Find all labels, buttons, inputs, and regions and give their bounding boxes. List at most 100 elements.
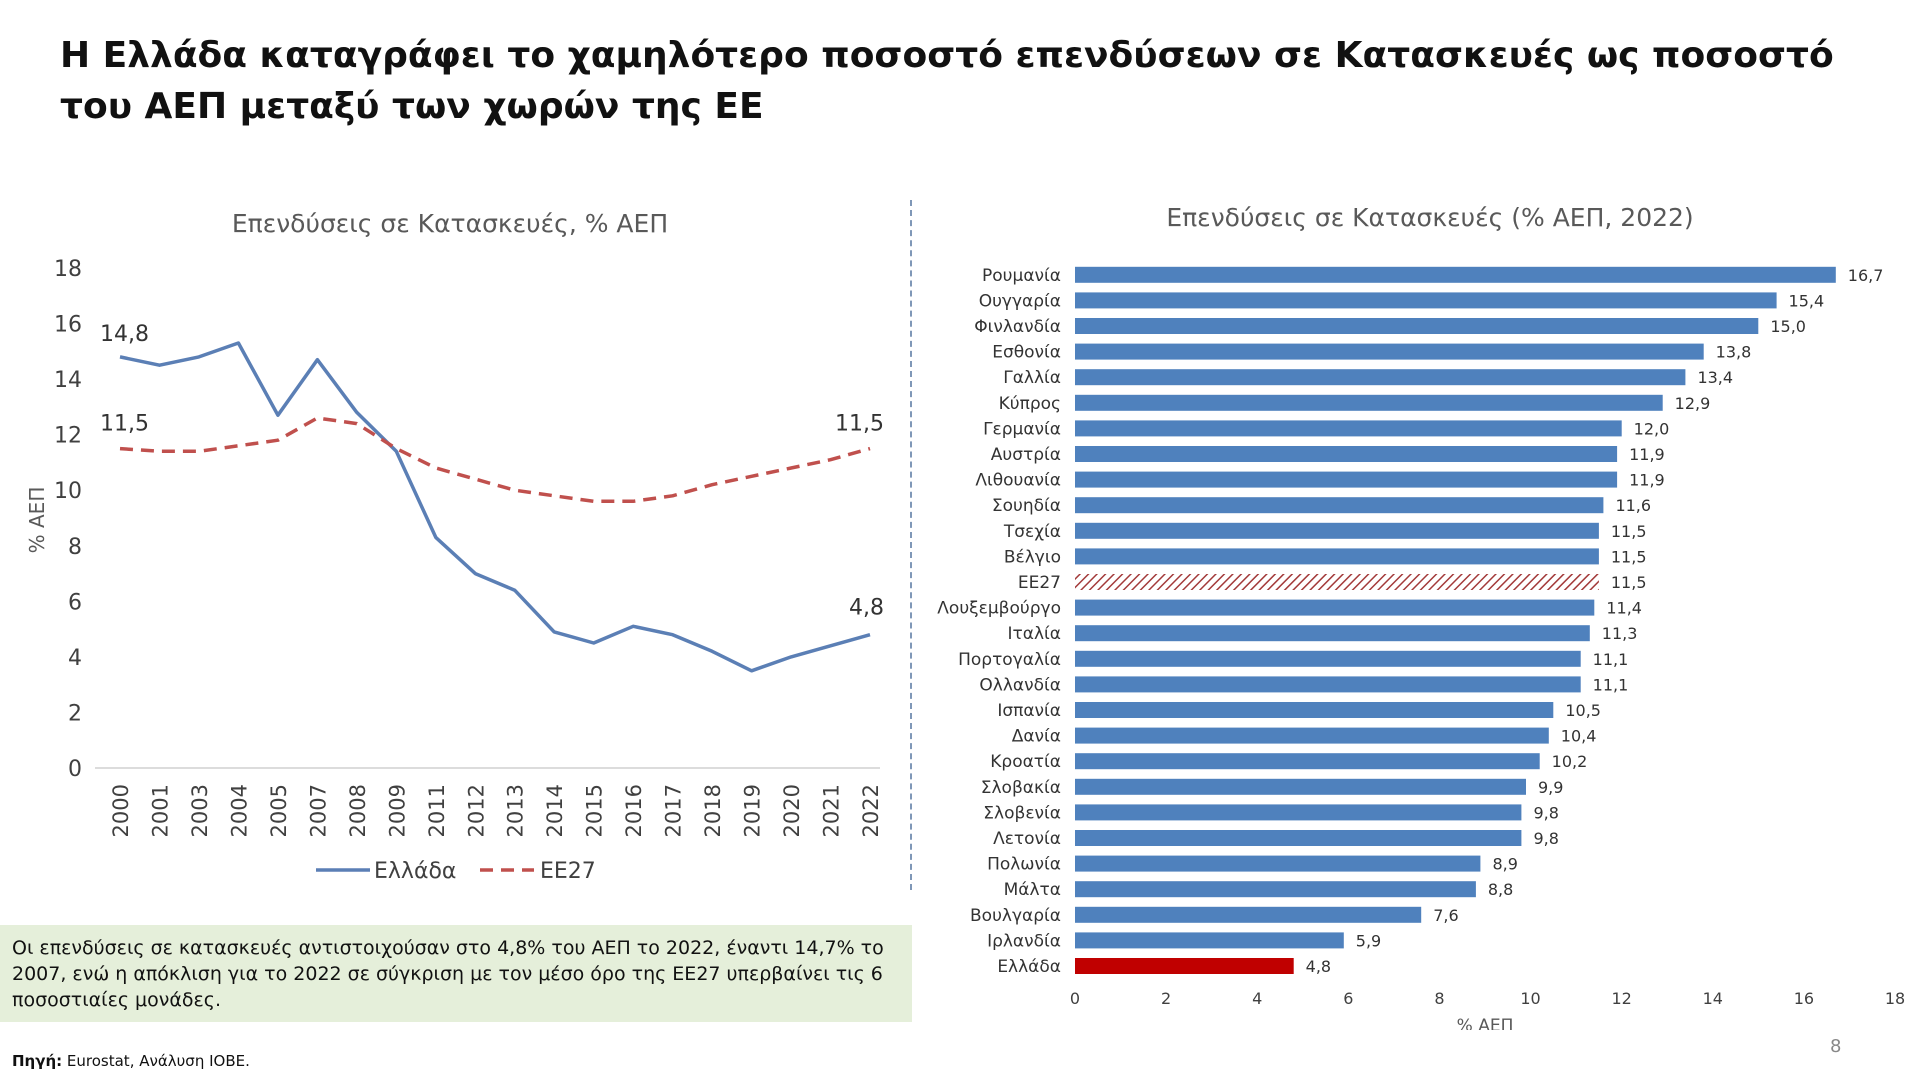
category-label: Ουγγαρία (979, 291, 1061, 311)
x-tick-label: 2000 (109, 784, 133, 837)
value-label: 12,0 (1634, 419, 1670, 438)
value-label: 10,2 (1552, 752, 1588, 771)
series-line-greece (119, 341, 871, 673)
bar (1075, 343, 1704, 360)
value-label: 10,4 (1561, 727, 1597, 746)
y-tick-label: 14 (54, 368, 82, 393)
y-tick-label: 18 (54, 257, 82, 282)
y-tick-label: 6 (68, 590, 82, 615)
x-tick-label: 2001 (148, 784, 172, 837)
value-label: 9,8 (1533, 803, 1558, 822)
bar (1075, 292, 1777, 309)
category-label: Ολλανδία (979, 675, 1061, 695)
bar (1075, 676, 1581, 693)
x-tick-label: 2005 (267, 784, 291, 837)
bar (1075, 932, 1344, 949)
x-tick-label: 6 (1343, 989, 1353, 1008)
bar (1075, 266, 1836, 283)
x-tick-label: 16 (1794, 989, 1814, 1008)
source-text: Eurostat, Ανάλυση ΙΟΒΕ. (66, 1052, 250, 1070)
y-tick-label: 16 (54, 313, 82, 338)
category-label: Ρουμανία (982, 266, 1061, 286)
value-label: 13,8 (1716, 343, 1752, 362)
x-tick-label: 2018 (701, 784, 725, 837)
x-tick-label: 2013 (504, 784, 528, 837)
bar (1075, 906, 1422, 923)
annotation-label: 14,8 (100, 322, 149, 347)
category-label: Σουηδία (992, 496, 1061, 516)
x-tick-label: 2011 (425, 784, 449, 837)
y-tick-label: 12 (54, 424, 82, 449)
source-line: Πηγή: Eurostat, Ανάλυση ΙΟΒΕ. (12, 1052, 250, 1070)
bar-eu27 (1075, 574, 1599, 590)
bar-highlight (1075, 958, 1294, 974)
value-label: 5,9 (1356, 931, 1381, 950)
bar (1075, 471, 1618, 488)
bar (1075, 369, 1686, 386)
y-tick-label: 0 (68, 757, 82, 782)
note-box: Οι επενδύσεις σε κατασκευές αντιστοιχούσ… (0, 925, 912, 1022)
bar (1075, 522, 1599, 539)
value-label: 15,4 (1789, 291, 1825, 310)
value-label: 4,8 (1306, 957, 1331, 976)
bar (1075, 855, 1481, 872)
category-label: Λετονία (993, 829, 1061, 849)
value-label: 8,9 (1492, 855, 1517, 874)
x-tick-label: 8 (1434, 989, 1444, 1008)
y-tick-label: 4 (68, 646, 82, 671)
bar (1075, 881, 1476, 898)
x-tick-label: 18 (1885, 989, 1905, 1008)
y-tick-label: 8 (68, 535, 82, 560)
category-label: Βουλγαρία (970, 906, 1061, 926)
y-tick-label: 2 (68, 701, 82, 726)
value-label: 11,5 (1611, 522, 1647, 541)
x-tick-label: 2022 (859, 784, 883, 837)
line-chart-ylabel: % ΑΕΠ (25, 487, 49, 554)
value-label: 9,9 (1538, 778, 1563, 797)
annotation-label: 11,5 (835, 412, 884, 437)
category-label: Γερμανία (983, 419, 1061, 439)
category-label: ΕΕ27 (1018, 573, 1061, 593)
x-tick-label: 2020 (780, 784, 804, 837)
category-label: Φινλανδία (974, 317, 1061, 337)
category-label: Σλοβακία (981, 778, 1061, 798)
value-label: 11,5 (1611, 547, 1647, 566)
bar (1075, 778, 1526, 795)
bar (1075, 599, 1595, 616)
x-tick-label: 4 (1252, 989, 1262, 1008)
x-tick-label: 10 (1520, 989, 1540, 1008)
line-chart-title: Επενδύσεις σε Κατασκευές, % ΑΕΠ (232, 209, 668, 238)
category-label: Δανία (1012, 727, 1061, 747)
bar (1075, 548, 1599, 565)
bar (1075, 318, 1759, 334)
bar (1075, 830, 1522, 846)
bar (1075, 804, 1522, 821)
x-tick-label: 2021 (820, 784, 844, 837)
x-tick-label: 2 (1161, 989, 1171, 1008)
x-tick-label: 2004 (227, 784, 251, 837)
category-label: Αυστρία (991, 445, 1061, 465)
value-label: 11,6 (1615, 496, 1651, 515)
bar (1075, 727, 1549, 744)
category-label: Κύπρος (999, 394, 1061, 414)
bar (1075, 702, 1554, 718)
x-tick-label: 14 (1703, 989, 1723, 1008)
x-tick-label: 2012 (464, 784, 488, 837)
category-label: Ισπανία (997, 701, 1061, 721)
value-label: 11,3 (1602, 624, 1638, 643)
legend-label-greece: Ελλάδα (374, 859, 456, 884)
slide-title: Η Ελλάδα καταγράφει το χαμηλότερο ποσοστ… (60, 35, 1834, 127)
series-line-eu27 (119, 416, 871, 504)
bar (1075, 650, 1581, 667)
annotation-label: 11,5 (100, 412, 149, 437)
line-chart: Επενδύσεις σε Κατασκευές, % ΑΕΠ % ΑΕΠ 0 2… (25, 209, 884, 884)
annotation-label: 4,8 (849, 596, 884, 621)
x-tick-label: 2016 (622, 784, 646, 837)
x-tick-label: 12 (1611, 989, 1631, 1008)
value-label: 11,4 (1606, 599, 1642, 618)
bar (1075, 625, 1590, 642)
y-tick-label: 10 (54, 479, 82, 504)
x-tick-label: 2015 (583, 784, 607, 837)
category-label: Ελλάδα (997, 957, 1061, 977)
value-label: 16,7 (1848, 266, 1884, 285)
